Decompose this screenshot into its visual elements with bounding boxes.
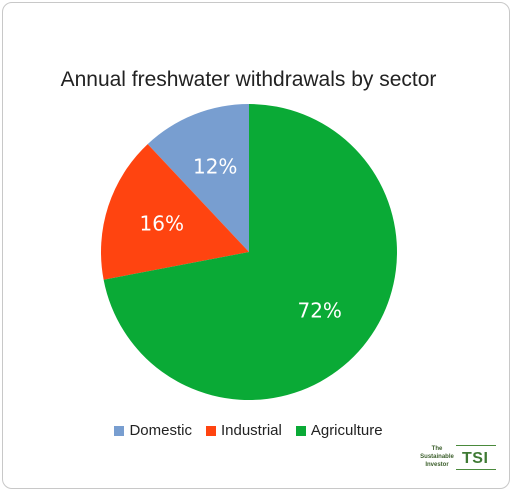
legend-swatch-domestic: [114, 425, 125, 436]
legend-swatch-industrial: [205, 425, 216, 436]
pie-slice-agriculture: [103, 104, 398, 401]
logo-rule-top: [456, 445, 496, 446]
legend: Domestic Industrial Agriculture: [0, 422, 497, 439]
legend-item-agriculture: Agriculture: [295, 422, 383, 439]
logo-small-text: The Sustainable Investor: [420, 446, 454, 468]
legend-label-industrial: Industrial: [220, 422, 282, 439]
chart-title: Annual freshwater withdrawals by sector: [60, 68, 437, 91]
pie-slice-domestic: [147, 104, 249, 252]
logo-rule-bottom: [456, 469, 496, 470]
legend-swatch-agriculture: [295, 425, 306, 436]
tsi-logo: The Sustainable Investor TSI: [418, 442, 498, 474]
slice-label-industrial: 16%: [140, 212, 184, 236]
pie-slice-industrial: [101, 144, 249, 280]
legend-label-domestic: Domestic: [129, 422, 192, 439]
logo-big-text: TSI: [462, 450, 489, 467]
slice-label-agriculture: 72%: [297, 298, 341, 322]
legend-item-domestic: Domestic: [114, 422, 192, 439]
legend-label-agriculture: Agriculture: [310, 422, 383, 439]
slice-label-domestic: 12%: [193, 155, 237, 179]
legend-item-industrial: Industrial: [205, 422, 282, 439]
